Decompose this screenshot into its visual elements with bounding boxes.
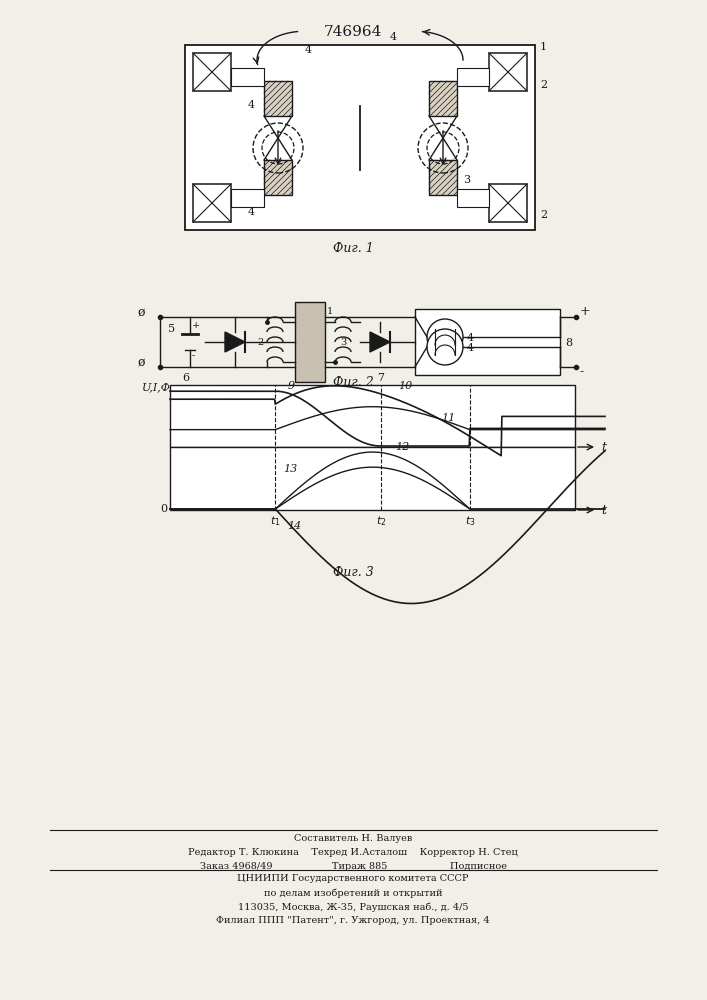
Text: Составитель Н. Валуев: Составитель Н. Валуев	[294, 834, 412, 843]
Text: Фиг. 1: Фиг. 1	[332, 241, 373, 254]
Text: -: -	[580, 365, 584, 378]
Bar	[231, 68, 264, 86]
Text: ø: ø	[138, 356, 146, 369]
Text: Фиг. 2: Фиг. 2	[332, 376, 373, 389]
Text: 9: 9	[287, 381, 294, 391]
Bar	[415, 309, 560, 375]
Bar	[457, 68, 489, 86]
Bar	[185, 45, 535, 230]
Text: t: t	[601, 441, 606, 454]
Text: 1: 1	[327, 307, 333, 316]
Text: +: +	[580, 305, 590, 318]
Text: 4: 4	[390, 32, 397, 42]
Bar	[429, 160, 457, 195]
Bar	[170, 447, 575, 510]
Text: 11: 11	[442, 413, 456, 423]
Text: +: +	[192, 321, 200, 330]
Text: 10: 10	[399, 381, 413, 391]
Text: ø: ø	[138, 306, 146, 319]
Text: 0: 0	[160, 504, 167, 514]
Text: Заказ 4968/49                   Тираж 885                    Подписное: Заказ 4968/49 Тираж 885 Подписное	[199, 862, 506, 871]
Text: U,I,Ф: U,I,Ф	[142, 382, 171, 392]
Bar	[457, 189, 489, 207]
Text: 8: 8	[565, 338, 572, 348]
Polygon shape	[370, 332, 390, 352]
Bar	[193, 53, 231, 91]
Text: 3: 3	[340, 338, 346, 347]
Text: по делам изобретений и открытий: по делам изобретений и открытий	[264, 888, 443, 898]
Text: Филиал ППП "Патент", г. Ужгород, ул. Проектная, 4: Филиал ППП "Патент", г. Ужгород, ул. Про…	[216, 916, 490, 925]
Text: 4: 4	[467, 333, 474, 343]
Bar	[264, 81, 292, 116]
Circle shape	[427, 329, 463, 365]
Text: $t_1$: $t_1$	[270, 514, 281, 528]
Text: 4: 4	[248, 100, 255, 110]
Bar	[231, 189, 264, 207]
Bar	[170, 385, 575, 447]
Text: ЦНИИПИ Государственного комитета СССР: ЦНИИПИ Государственного комитета СССР	[238, 874, 469, 883]
Text: 4: 4	[248, 207, 255, 217]
Text: t: t	[601, 504, 606, 517]
Text: Редактор Т. Клюкина    Техред И.Асталош    Корректор Н. Стец: Редактор Т. Клюкина Техред И.Асталош Кор…	[188, 848, 518, 857]
Text: Фиг. 3: Фиг. 3	[332, 566, 373, 578]
Text: $t_2$: $t_2$	[375, 514, 386, 528]
Bar	[429, 81, 457, 116]
Bar	[193, 184, 231, 222]
Text: 12: 12	[396, 442, 410, 452]
Text: 113035, Москва, Ж-35, Раушская наб., д. 4/5: 113035, Москва, Ж-35, Раушская наб., д. …	[238, 902, 468, 912]
Text: 7: 7	[377, 373, 384, 383]
Circle shape	[427, 319, 463, 355]
Text: 2: 2	[257, 338, 263, 347]
Bar	[264, 160, 292, 195]
Text: 2: 2	[540, 210, 547, 220]
Bar	[489, 184, 527, 222]
Bar	[489, 53, 527, 91]
Text: 14: 14	[287, 521, 302, 531]
Text: 5: 5	[168, 324, 175, 334]
Text: 1: 1	[540, 42, 547, 52]
Text: 3: 3	[463, 175, 470, 185]
Bar	[295, 302, 325, 382]
Text: 2: 2	[540, 80, 547, 90]
Text: $t_3$: $t_3$	[464, 514, 475, 528]
Text: 746964: 746964	[324, 25, 382, 39]
Polygon shape	[225, 332, 245, 352]
Text: -: -	[192, 351, 195, 360]
Text: 13: 13	[284, 464, 298, 474]
Text: 4: 4	[305, 45, 312, 55]
Text: 6: 6	[182, 373, 189, 383]
Text: 4: 4	[467, 343, 474, 353]
